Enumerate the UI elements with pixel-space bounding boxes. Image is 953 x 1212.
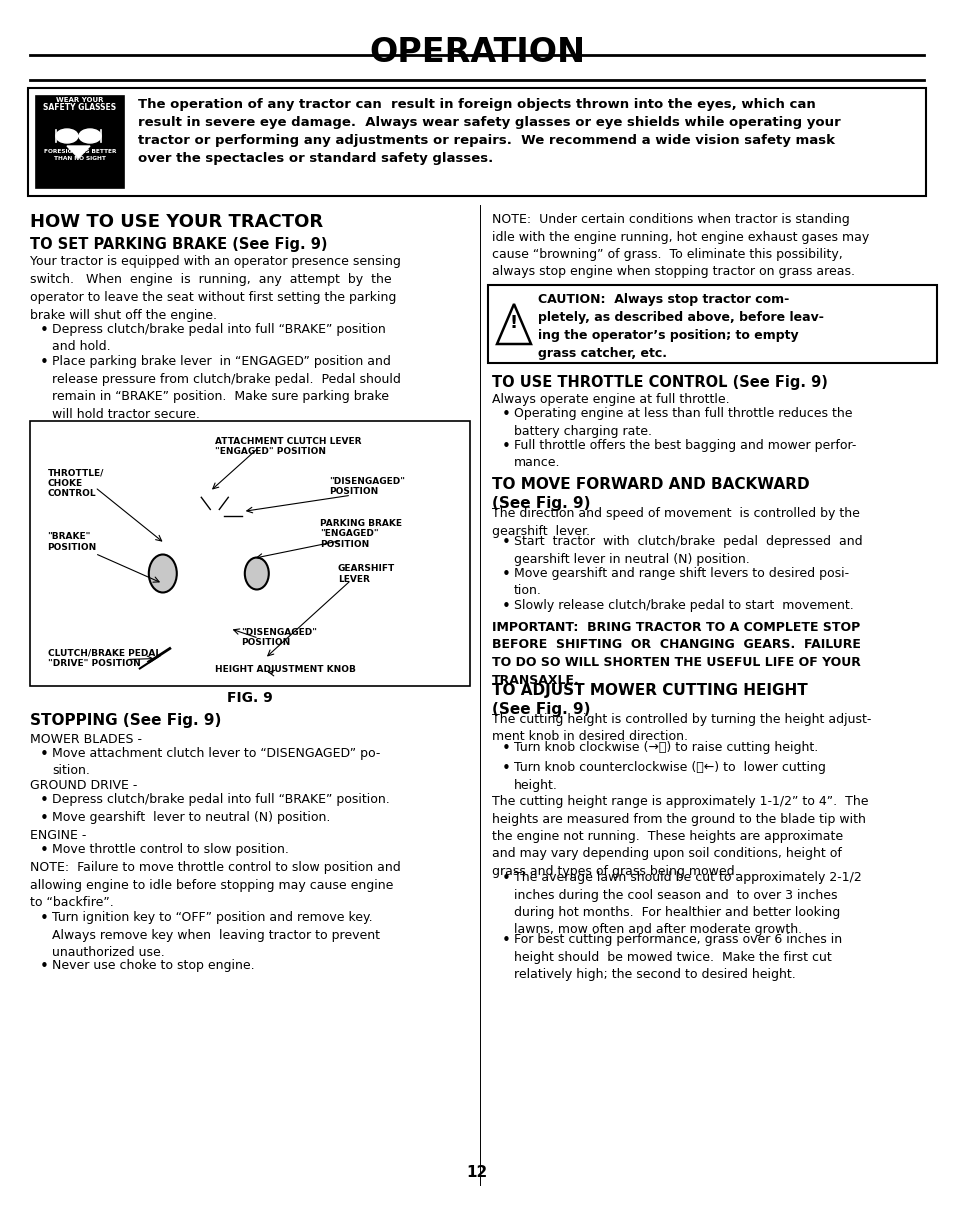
FancyBboxPatch shape xyxy=(30,421,470,686)
FancyBboxPatch shape xyxy=(36,96,124,188)
Text: Move attachment clutch lever to “DISENGAGED” po-
sition.: Move attachment clutch lever to “DISENGA… xyxy=(52,747,380,778)
Text: CAUTION:  Always stop tractor com-
pletely, as described above, before leav-
ing: CAUTION: Always stop tractor com- pletel… xyxy=(537,293,823,360)
Text: Depress clutch/brake pedal into full “BRAKE” position
and hold.: Depress clutch/brake pedal into full “BR… xyxy=(52,324,385,354)
Text: Always operate engine at full throttle.: Always operate engine at full throttle. xyxy=(492,393,729,406)
Text: 12: 12 xyxy=(466,1165,487,1180)
Text: NOTE:  Under certain conditions when tractor is standing
idle with the engine ru: NOTE: Under certain conditions when trac… xyxy=(492,213,868,279)
Ellipse shape xyxy=(79,128,101,143)
Text: •: • xyxy=(40,959,49,974)
Text: The operation of any tractor can  result in foreign objects thrown into the eyes: The operation of any tractor can result … xyxy=(138,98,840,165)
Text: The average lawn should be cut to approximately 2-1/2
inches during the cool sea: The average lawn should be cut to approx… xyxy=(514,871,861,937)
Text: The direction and speed of movement  is controlled by the
gearshift  lever.: The direction and speed of movement is c… xyxy=(492,507,859,537)
Text: Slowly release clutch/brake pedal to start  movement.: Slowly release clutch/brake pedal to sta… xyxy=(514,599,853,612)
Text: Move gearshift  lever to neutral (N) position.: Move gearshift lever to neutral (N) posi… xyxy=(52,811,330,824)
Text: THROTTLE/
CHOKE
CONTROL: THROTTLE/ CHOKE CONTROL xyxy=(48,469,104,498)
Text: !: ! xyxy=(510,314,517,332)
Text: "BRAKE"
POSITION: "BRAKE" POSITION xyxy=(48,532,97,551)
Text: STOPPING (See Fig. 9): STOPPING (See Fig. 9) xyxy=(30,713,221,728)
Text: •: • xyxy=(501,599,511,614)
FancyBboxPatch shape xyxy=(28,88,925,196)
Text: •: • xyxy=(501,933,511,948)
Text: •: • xyxy=(40,811,49,827)
Text: Place parking brake lever  in “ENGAGED” position and
release pressure from clutc: Place parking brake lever in “ENGAGED” p… xyxy=(52,355,400,421)
Text: Move gearshift and range shift levers to desired posi-
tion.: Move gearshift and range shift levers to… xyxy=(514,567,848,598)
Text: NOTE:  Failure to move throttle control to slow position and
allowing engine to : NOTE: Failure to move throttle control t… xyxy=(30,861,400,909)
Ellipse shape xyxy=(56,128,78,143)
Text: HEIGHT ADJUSTMENT KNOB: HEIGHT ADJUSTMENT KNOB xyxy=(214,665,355,674)
Text: Turn knob counterclockwise (＼←) to  lower cutting
height.: Turn knob counterclockwise (＼←) to lower… xyxy=(514,761,825,791)
Text: IMPORTANT:  BRING TRACTOR TO A COMPLETE STOP
BEFORE  SHIFTING  OR  CHANGING  GEA: IMPORTANT: BRING TRACTOR TO A COMPLETE S… xyxy=(492,621,860,686)
Text: •: • xyxy=(501,567,511,582)
Text: ATTACHMENT CLUTCH LEVER
"ENGAGED" POSITION: ATTACHMENT CLUTCH LEVER "ENGAGED" POSITI… xyxy=(214,436,361,456)
FancyBboxPatch shape xyxy=(488,285,936,364)
Text: For best cutting performance, grass over 6 inches in
height should  be mowed twi: For best cutting performance, grass over… xyxy=(514,933,841,981)
Ellipse shape xyxy=(149,555,176,593)
Text: •: • xyxy=(40,324,49,338)
Text: GROUND DRIVE -: GROUND DRIVE - xyxy=(30,779,137,791)
Text: Your tractor is equipped with an operator presence sensing
switch.   When  engin: Your tractor is equipped with an operato… xyxy=(30,255,400,322)
Text: TO SET PARKING BRAKE (See Fig. 9): TO SET PARKING BRAKE (See Fig. 9) xyxy=(30,238,327,252)
Text: Turn knob clockwise (→＼) to raise cutting height.: Turn knob clockwise (→＼) to raise cuttin… xyxy=(514,741,818,754)
Text: •: • xyxy=(40,747,49,762)
Ellipse shape xyxy=(253,664,275,679)
Text: The cutting height is controlled by turning the height adjust-
ment knob in desi: The cutting height is controlled by turn… xyxy=(492,713,870,743)
Text: •: • xyxy=(501,761,511,776)
Text: GEARSHIFT
LEVER: GEARSHIFT LEVER xyxy=(337,564,395,583)
Text: Depress clutch/brake pedal into full “BRAKE” position.: Depress clutch/brake pedal into full “BR… xyxy=(52,793,390,806)
Text: Operating engine at less than full throttle reduces the
battery charging rate.: Operating engine at less than full throt… xyxy=(514,407,852,438)
Text: •: • xyxy=(40,793,49,808)
Text: The cutting height range is approximately 1-1/2” to 4”.  The
heights are measure: The cutting height range is approximatel… xyxy=(492,795,867,877)
Text: •: • xyxy=(501,407,511,422)
Text: SAFETY GLASSES: SAFETY GLASSES xyxy=(44,103,116,112)
Text: Turn ignition key to “OFF” position and remove key.
Always remove key when  leav: Turn ignition key to “OFF” position and … xyxy=(52,911,379,959)
Text: TO MOVE FORWARD AND BACKWARD
(See Fig. 9): TO MOVE FORWARD AND BACKWARD (See Fig. 9… xyxy=(492,478,809,510)
Text: OPERATION: OPERATION xyxy=(369,36,584,69)
Ellipse shape xyxy=(245,558,269,589)
Text: FORESIGHT IS BETTER
THAN NO SIGHT: FORESIGHT IS BETTER THAN NO SIGHT xyxy=(44,149,116,161)
Text: ENGINE -: ENGINE - xyxy=(30,829,87,842)
Text: •: • xyxy=(501,741,511,756)
Text: FIG. 9: FIG. 9 xyxy=(227,691,273,705)
Text: •: • xyxy=(501,871,511,886)
Text: WEAR YOUR: WEAR YOUR xyxy=(56,97,104,103)
Text: "DISENGAGED"
POSITION: "DISENGAGED" POSITION xyxy=(329,476,405,496)
Text: Start  tractor  with  clutch/brake  pedal  depressed  and
gearshift lever in neu: Start tractor with clutch/brake pedal de… xyxy=(514,534,862,566)
Text: Full throttle offers the best bagging and mower perfor-
mance.: Full throttle offers the best bagging an… xyxy=(514,439,856,469)
Text: TO ADJUST MOWER CUTTING HEIGHT
(See Fig. 9): TO ADJUST MOWER CUTTING HEIGHT (See Fig.… xyxy=(492,684,807,716)
Text: Never use choke to stop engine.: Never use choke to stop engine. xyxy=(52,959,254,972)
Text: CLUTCH/BRAKE PEDAL
"DRIVE" POSITION: CLUTCH/BRAKE PEDAL "DRIVE" POSITION xyxy=(48,648,160,668)
Text: •: • xyxy=(501,534,511,550)
Text: •: • xyxy=(40,911,49,926)
Text: Move throttle control to slow position.: Move throttle control to slow position. xyxy=(52,844,289,856)
Text: MOWER BLADES -: MOWER BLADES - xyxy=(30,733,142,747)
Ellipse shape xyxy=(158,647,174,669)
Text: TO USE THROTTLE CONTROL (See Fig. 9): TO USE THROTTLE CONTROL (See Fig. 9) xyxy=(492,375,827,390)
Text: •: • xyxy=(40,844,49,858)
Polygon shape xyxy=(67,145,90,158)
Text: "DISENGAGED"
POSITION: "DISENGAGED" POSITION xyxy=(241,628,316,647)
Text: PARKING BRAKE
"ENGAGED"
POSITION: PARKING BRAKE "ENGAGED" POSITION xyxy=(320,519,402,549)
Text: •: • xyxy=(40,355,49,370)
Text: HOW TO USE YOUR TRACTOR: HOW TO USE YOUR TRACTOR xyxy=(30,213,323,231)
Text: •: • xyxy=(501,439,511,454)
